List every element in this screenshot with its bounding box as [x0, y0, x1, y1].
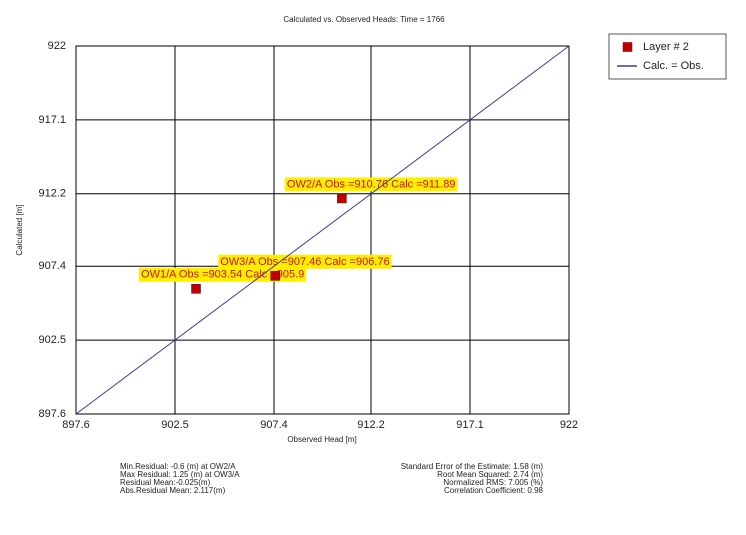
y-tick-label: 922 [48, 40, 66, 52]
y-tick-label: 917.1 [38, 114, 66, 126]
chart-title: Calculated vs. Observed Heads: Time = 17… [283, 15, 445, 24]
y-tick-label: 897.6 [38, 408, 66, 420]
x-tick-label: 902.5 [161, 419, 189, 431]
point-label-bg [284, 177, 458, 192]
legend-box [608, 33, 727, 80]
point-label-bg [218, 254, 392, 269]
stat-right: Root Mean Squared: 2.74 (m) [437, 470, 543, 479]
x-tick-label: 897.6 [62, 419, 90, 431]
point-label: OW1/A Obs =903.54 Calc =905.9 [139, 267, 307, 282]
y-tick-label: 907.4 [38, 260, 66, 272]
y-tick-label: 912.2 [38, 188, 66, 200]
reference-line [75, 45, 570, 415]
data-point [337, 193, 347, 204]
point-label-text: OW3/A Obs =907.46 Calc =906.76 [220, 256, 389, 268]
point-label-text: OW1/A Obs =903.54 Calc =905.9 [141, 269, 304, 281]
x-tick-label: 907.4 [260, 419, 288, 431]
x-tick-label: 912.2 [357, 419, 385, 431]
data-point [191, 284, 201, 294]
stat-right: Standard Error of the Estimate: 1.58 (m) [401, 462, 544, 471]
y-tick-label: 902.5 [38, 334, 66, 346]
point-label-bg [139, 267, 307, 282]
x-tick-label: 922 [560, 419, 578, 431]
stat-right: Normalized RMS: 7.005 (%) [443, 478, 543, 487]
stat-left: Min.Residual: -0.6 (m) at OW2/A [120, 462, 236, 471]
point-label: OW2/A Obs =910.76 Calc =911.89 [284, 177, 458, 192]
point-label-text: OW2/A Obs =910.76 Calc =911.89 [287, 178, 456, 190]
legend-label: Calc. = Obs. [643, 60, 704, 72]
x-axis-label: Observed Head [m] [287, 435, 356, 444]
stat-left: Abs.Residual Mean: 2.117(m) [120, 486, 226, 495]
data-point [270, 271, 280, 281]
stat-right: Correlation Coefficient: 0.98 [444, 486, 544, 495]
x-tick-label: 917.1 [456, 419, 484, 431]
legend-marker [622, 42, 633, 52]
point-label: OW3/A Obs =907.46 Calc =906.76 [218, 254, 392, 269]
y-axis-label: Calculated [m] [15, 204, 24, 255]
legend-label: Layer # 2 [643, 41, 689, 53]
stat-left: Residual Mean:-0.025(m) [120, 478, 211, 487]
stat-left: Max Residual: 1.25 (m) at OW3/A [120, 470, 240, 479]
